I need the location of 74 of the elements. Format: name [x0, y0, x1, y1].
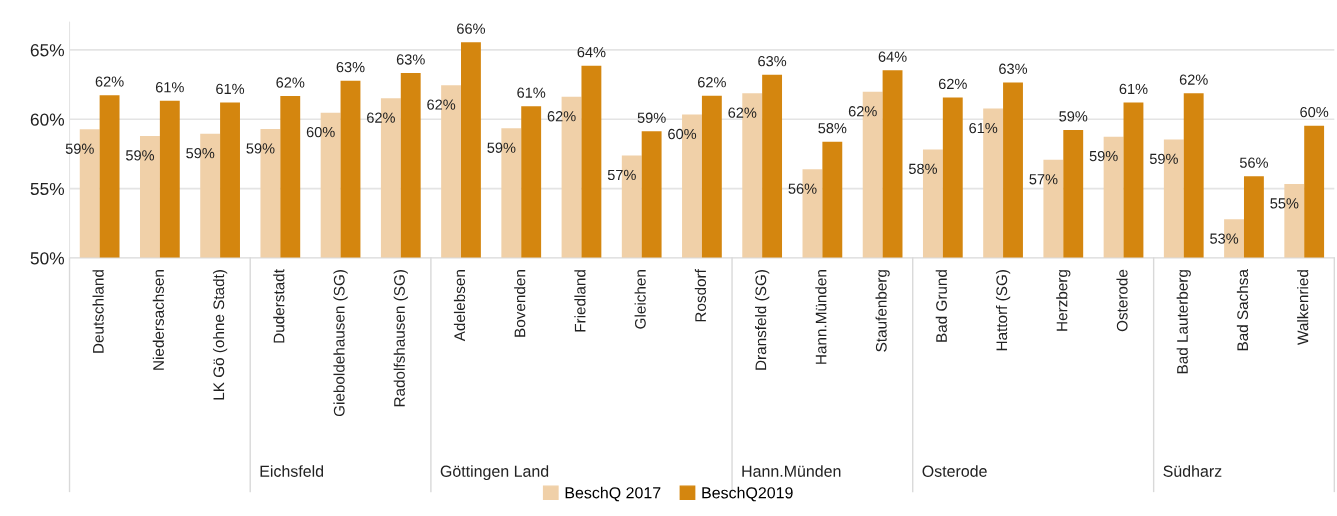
data-label: 63%: [758, 56, 787, 67]
data-label: 62%: [698, 77, 726, 88]
x-tick-label: Walkenried: [1297, 270, 1309, 345]
legend-label: BeschQ2019: [702, 486, 793, 502]
x-tick-label: Hann.Münden: [815, 270, 827, 364]
data-label: 60%: [668, 128, 697, 140]
x-tick-label: Bovenden: [514, 270, 526, 337]
data-label: 62%: [547, 111, 576, 122]
data-label: 66%: [457, 23, 486, 34]
data-label: 56%: [1239, 157, 1268, 168]
y-tick-label: 65%: [30, 44, 65, 57]
x-tick-label: Gleichen: [634, 270, 646, 329]
x-tick-label: LK Gö (ohne Stadt): [212, 270, 228, 400]
annotation: Eichsfeld: [260, 465, 324, 477]
x-tick-label: Herzberg: [1056, 270, 1071, 331]
y-tick-label: 60%: [30, 113, 65, 126]
data-label: 55%: [1270, 198, 1299, 209]
y-tick-label: 50%: [30, 252, 65, 265]
data-label: 59%: [1089, 150, 1118, 162]
data-label: 61%: [155, 82, 184, 93]
data-label: 53%: [1210, 233, 1239, 244]
data-label: 59%: [186, 147, 215, 159]
x-tick-label: Duderstadt: [273, 269, 285, 343]
data-label: 63%: [999, 63, 1028, 74]
data-label: 59%: [125, 150, 155, 161]
x-tick-label: Bad Lauterberg: [1176, 270, 1191, 374]
data-label: 57%: [1029, 174, 1058, 185]
x-tick-label: Bad Sachsa: [1236, 269, 1249, 351]
data-label: 61%: [517, 87, 546, 98]
data-label: 62%: [367, 112, 395, 123]
x-tick-label: Osterode: [1116, 269, 1128, 332]
x-tick-label: Radolfshausen (SG): [393, 270, 408, 407]
annotation: Osterode: [922, 465, 987, 477]
data-label: 58%: [908, 163, 938, 174]
data-label: 57%: [607, 169, 636, 181]
x-tick-label: Deutschland: [92, 270, 104, 353]
data-label: 59%: [487, 142, 516, 153]
x-tick-label: Friedland: [574, 270, 586, 332]
x-tick-label: Hattorf (SG): [995, 270, 1011, 351]
data-label: 61%: [216, 83, 245, 95]
data-label: 63%: [396, 54, 425, 65]
data-label: 60%: [1300, 106, 1329, 118]
x-tick-label: Bad Grund: [935, 270, 947, 342]
annotation: Göttingen Land: [440, 465, 549, 481]
data-label: 62%: [938, 78, 967, 90]
data-label: 58%: [818, 122, 847, 134]
x-tick-label: Rosdorf: [694, 269, 707, 322]
data-label: 62%: [427, 99, 456, 110]
x-tick-label: Adelebsen: [453, 270, 466, 342]
data-label: 61%: [1119, 83, 1148, 95]
data-label: 56%: [788, 183, 817, 194]
legend-label: BeschQ 2017: [565, 486, 661, 502]
annotation: Hann.Münden: [742, 465, 841, 477]
data-label: 62%: [728, 107, 757, 118]
x-tick-label: Niedersachsen: [152, 270, 164, 370]
data-label: 59%: [637, 112, 666, 123]
data-label: 62%: [848, 106, 877, 117]
data-label: 60%: [306, 126, 335, 138]
x-tick-label: Gieboldehausen (SG): [333, 270, 348, 417]
data-label: 59%: [246, 143, 275, 154]
x-tick-label: Dransfeld (SG): [755, 270, 770, 370]
data-label: 64%: [878, 51, 907, 62]
data-label: 62%: [276, 77, 305, 88]
data-label: 64%: [577, 46, 606, 58]
data-label: 61%: [969, 122, 998, 134]
data-label: 59%: [1149, 153, 1178, 164]
annotation: Südharz: [1163, 465, 1222, 477]
data-label: 59%: [65, 143, 94, 154]
x-tick-label: Staufenberg: [875, 270, 890, 352]
y-tick-label: 55%: [30, 182, 65, 196]
data-label: 62%: [1179, 74, 1208, 85]
data-label: 63%: [336, 61, 365, 73]
data-label: 62%: [95, 76, 124, 87]
data-label: 59%: [1059, 111, 1088, 122]
